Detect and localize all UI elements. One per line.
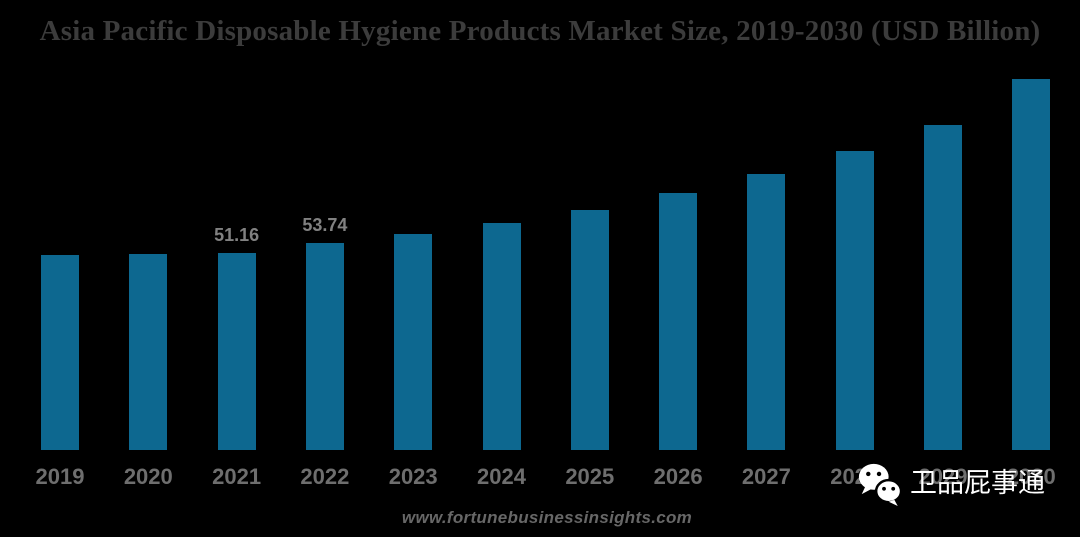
bar <box>924 124 962 450</box>
bar-column-2020: 2020 <box>124 253 173 489</box>
x-axis-label: 2030 <box>1006 464 1056 489</box>
bar-column-2029: 2029 <box>919 124 967 489</box>
bar-column-2030: 2030 <box>1007 79 1056 489</box>
chart-title: Asia Pacific Disposable Hygiene Products… <box>39 15 1041 47</box>
bar <box>659 193 698 450</box>
bar-column-2026: 2026 <box>654 193 703 489</box>
x-axis-label: 2023 <box>388 464 438 489</box>
bar <box>835 150 874 450</box>
x-axis-label: 2027 <box>741 464 791 489</box>
bar-column-2028: 2028 <box>830 150 879 489</box>
bar-column-2027: 2027 <box>742 174 791 489</box>
x-axis-label: 2019 <box>35 464 85 489</box>
wechat-watermark: 卫品屁事通 <box>856 460 1045 508</box>
bar-column-2023: 2023 <box>389 234 438 489</box>
bar <box>482 223 521 450</box>
bar <box>129 253 168 450</box>
x-axis-label: 2024 <box>477 464 526 489</box>
wechat-icon <box>858 463 903 507</box>
x-axis-label: 2021 <box>212 464 262 489</box>
bar-column-2025: 2025 <box>565 209 614 489</box>
bar <box>394 234 433 450</box>
x-axis-label: 2022 <box>300 464 350 489</box>
bar <box>570 209 609 450</box>
wechat-account-name: 卫品屁事通 <box>910 468 1045 499</box>
bar <box>305 243 344 450</box>
watermark-url: www.fortunebusinessinsights.com <box>401 508 693 527</box>
bar-value-label: 51.16 <box>214 225 260 246</box>
bar-column-2021: 51.16 2021 <box>212 225 261 489</box>
bar <box>747 174 786 450</box>
bar <box>41 254 79 450</box>
bar-column-2019: 2019 <box>36 254 84 489</box>
bar-column-2022: 53.74 2022 <box>300 215 349 489</box>
bar <box>1012 79 1051 450</box>
x-axis-label: 2029 <box>918 464 968 489</box>
x-axis-label: 2025 <box>565 464 615 489</box>
bar-column-2024: 2024 <box>477 223 526 489</box>
x-axis-label: 2026 <box>653 464 703 489</box>
x-axis-label: 2020 <box>123 464 173 489</box>
bar <box>217 253 256 450</box>
bar-value-label: 53.74 <box>302 215 348 236</box>
